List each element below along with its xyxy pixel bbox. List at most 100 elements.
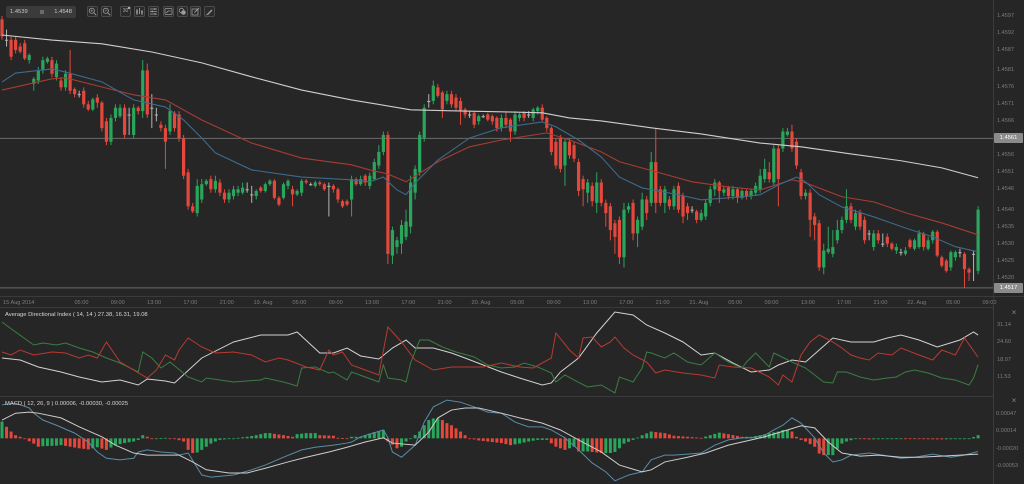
draw-button[interactable] <box>204 6 215 17</box>
template-button[interactable] <box>163 6 174 17</box>
candle <box>967 267 971 282</box>
macd-histogram-bar <box>64 438 68 446</box>
macd-histogram-bar <box>795 436 798 439</box>
macd-histogram-bar <box>104 438 108 450</box>
macd-histogram-bar <box>785 429 789 439</box>
price-axis-label: 1.4551 <box>997 169 1015 176</box>
candle <box>300 179 304 197</box>
time-axis-label: 21:00 <box>219 300 234 306</box>
candle <box>531 107 535 122</box>
candle <box>794 138 799 169</box>
candle <box>263 182 267 193</box>
macd-histogram-bar <box>699 437 703 439</box>
candle <box>658 185 662 207</box>
candle <box>318 180 322 186</box>
macd-histogram-bar <box>409 438 413 440</box>
macd-histogram-bar <box>118 438 122 445</box>
macd-histogram-bar <box>908 438 912 440</box>
candle <box>872 230 876 251</box>
chart-type-button[interactable] <box>134 6 145 17</box>
candle <box>912 238 917 251</box>
candle <box>953 250 957 261</box>
macd-histogram-bar <box>940 438 944 440</box>
candle <box>91 97 95 112</box>
adx-title: Average Directional Index ( 14, 14 ) 27.… <box>5 312 148 318</box>
candle <box>926 236 930 251</box>
macd-histogram-bar <box>354 436 358 439</box>
indicators-button[interactable] <box>148 6 159 17</box>
candle <box>472 111 476 129</box>
macd-histogram-bar <box>922 438 926 440</box>
macd-histogram-bar <box>972 437 976 439</box>
macd-histogram-bar <box>808 438 812 445</box>
price-pane-bottom-border <box>0 296 1024 297</box>
candle <box>667 196 671 210</box>
timeframe-button[interactable]: 30 <box>120 6 131 17</box>
candle <box>45 56 49 64</box>
candle <box>949 250 953 271</box>
candle <box>572 141 576 163</box>
objects-button[interactable] <box>177 6 188 17</box>
macd-histogram-bar <box>268 433 272 439</box>
zoom-out-button[interactable] <box>101 6 112 17</box>
macd-histogram-bar <box>617 438 621 449</box>
macd-histogram-bar <box>590 438 594 452</box>
price-axis-label: 1.4525 <box>997 257 1015 264</box>
candle <box>640 192 644 231</box>
candle <box>676 182 681 214</box>
time-axis-label: 17:00 <box>837 300 852 306</box>
zoom-in-button[interactable] <box>87 6 98 17</box>
adx-close-button[interactable]: × <box>1011 308 1017 317</box>
candle <box>713 179 717 197</box>
candle <box>599 179 603 207</box>
macd-histogram-bar <box>763 434 767 439</box>
candle <box>272 179 276 200</box>
macd-histogram-bar <box>404 438 408 442</box>
macd-histogram-bar <box>277 434 281 439</box>
macd-histogram-bar <box>350 436 354 439</box>
price-axis[interactable]: 1.4597 1.4592 1.4587 1.4581 1.4576 1.4571 1.45… <box>994 0 1024 296</box>
macd-histogram-bar <box>390 438 394 445</box>
edit-button[interactable] <box>190 6 201 17</box>
candle <box>59 77 63 91</box>
ma-blue-line <box>1 68 979 253</box>
candle <box>150 94 154 129</box>
candle <box>581 175 585 207</box>
candle <box>73 87 77 98</box>
time-axis-label: 19. Aug <box>253 300 273 306</box>
macd-histogram-bar <box>913 438 917 440</box>
macd-histogram-bar <box>459 431 463 439</box>
macd-histogram-bar <box>563 438 567 450</box>
macd-histogram-bar <box>976 435 980 439</box>
price-axis-label: 1.4535 <box>997 223 1015 230</box>
macd-histogram-bar <box>899 438 903 440</box>
macd-close-button[interactable]: × <box>1011 396 1017 405</box>
price-axis-label: 1.4530 <box>997 240 1015 247</box>
macd-histogram-bar <box>690 437 694 439</box>
macd-histogram-bar <box>681 436 685 439</box>
candle <box>649 151 653 207</box>
time-axis-label: 20. Aug <box>471 300 491 306</box>
candle <box>840 216 844 234</box>
adx-indicator-pane[interactable] <box>0 308 993 395</box>
time-axis[interactable]: 15 Aug 2014 05:00 09:00 13:00 17:00 21:00 19. … <box>0 296 1024 307</box>
adx-axis-label: 31.14 <box>997 321 1011 328</box>
candle <box>27 53 31 64</box>
candle <box>867 230 871 241</box>
macd-histogram-bar <box>813 438 817 447</box>
macd-histogram-bar <box>867 438 871 440</box>
price-chart-pane[interactable] <box>0 0 993 296</box>
macd-histogram-bar <box>527 438 531 442</box>
candle <box>399 219 404 254</box>
macd-histogram-bar <box>581 438 585 452</box>
price-axis-label: 1.4571 <box>997 101 1015 108</box>
candle <box>9 36 13 61</box>
macd-indicator-pane[interactable] <box>0 397 993 484</box>
macd-histogram-bar <box>195 438 199 453</box>
macd-histogram-bar <box>608 438 612 454</box>
candle <box>245 182 249 193</box>
macd-histogram-bar <box>173 438 177 440</box>
ma-white-line <box>1 34 979 179</box>
candle <box>390 226 395 265</box>
candle <box>36 66 40 84</box>
